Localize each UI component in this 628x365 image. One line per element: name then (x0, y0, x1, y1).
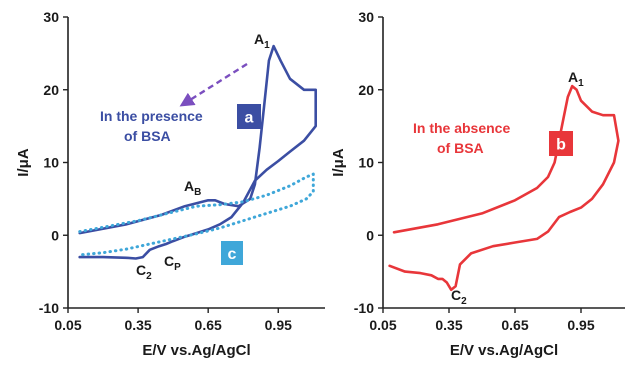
left-x-tick-label: 0.05 (54, 317, 81, 333)
right-x-tick-label: 0.65 (501, 317, 528, 333)
left-y-tick-label: -10 (39, 300, 59, 316)
right-y-tick-label: 10 (358, 155, 374, 171)
right-y-tick-label: 20 (358, 82, 374, 98)
left-series-a-badge-label: a (245, 110, 254, 127)
left-peak-label: A1 (254, 31, 270, 51)
right-x-tick-label: 0.95 (567, 317, 594, 333)
left-annotation-text: of BSA (124, 128, 171, 144)
left-panel: -10 0 10 20 30 0.05 0.35 0.65 0.95 E/V vs.Ag/AgCl… (15, 9, 325, 359)
left-x-tick-label: 0.65 (195, 317, 222, 333)
right-y-tick-label: -10 (354, 300, 374, 316)
left-x-axis-label: E/V vs.Ag/AgCl (142, 342, 250, 359)
left-annotation-arrow (179, 62, 248, 107)
left-series-c-badge: c (221, 241, 243, 265)
left-y-axis-label: I/μA (15, 148, 32, 177)
left-series-c-line (78, 172, 315, 257)
left-peak-label: CP (164, 253, 181, 273)
right-y-tick-label: 0 (366, 227, 374, 243)
right-series-b-badge: b (549, 131, 573, 156)
right-annotation-text: of BSA (437, 140, 484, 156)
right-annotation-text: In the absence (413, 120, 510, 136)
right-x-axis-label: E/V vs.Ag/AgCl (450, 342, 558, 359)
right-y-axis-label: I/μA (330, 148, 347, 177)
left-x-tick-label: 0.95 (265, 317, 292, 333)
left-y-tick-label: 20 (43, 82, 59, 98)
right-peak-label: A1 (568, 69, 584, 89)
left-series-a-badge: a (237, 104, 261, 129)
left-y-tick-label: 30 (43, 9, 59, 25)
right-peak-label: C2 (451, 287, 467, 307)
right-y-tick-label: 30 (358, 9, 374, 25)
left-series-a-line (78, 44, 317, 260)
right-panel: -10 0 10 20 30 0.05 0.35 0.65 0.95 E/V vs.Ag/AgCl… (330, 9, 625, 359)
left-peak-label: AB (184, 178, 201, 198)
right-x-tick-label: 0.35 (435, 317, 462, 333)
left-peak-label: C2 (136, 262, 152, 282)
left-x-tick-label: 0.35 (124, 317, 151, 333)
right-series-b-badge-label: b (556, 137, 566, 154)
right-series-b-line (388, 84, 620, 292)
left-series-c-badge-label: c (228, 246, 237, 263)
left-y-tick-label: 10 (43, 155, 59, 171)
right-x-tick-label: 0.05 (369, 317, 396, 333)
left-annotation-text: In the presence (100, 108, 203, 124)
left-y-tick-label: 0 (51, 227, 59, 243)
